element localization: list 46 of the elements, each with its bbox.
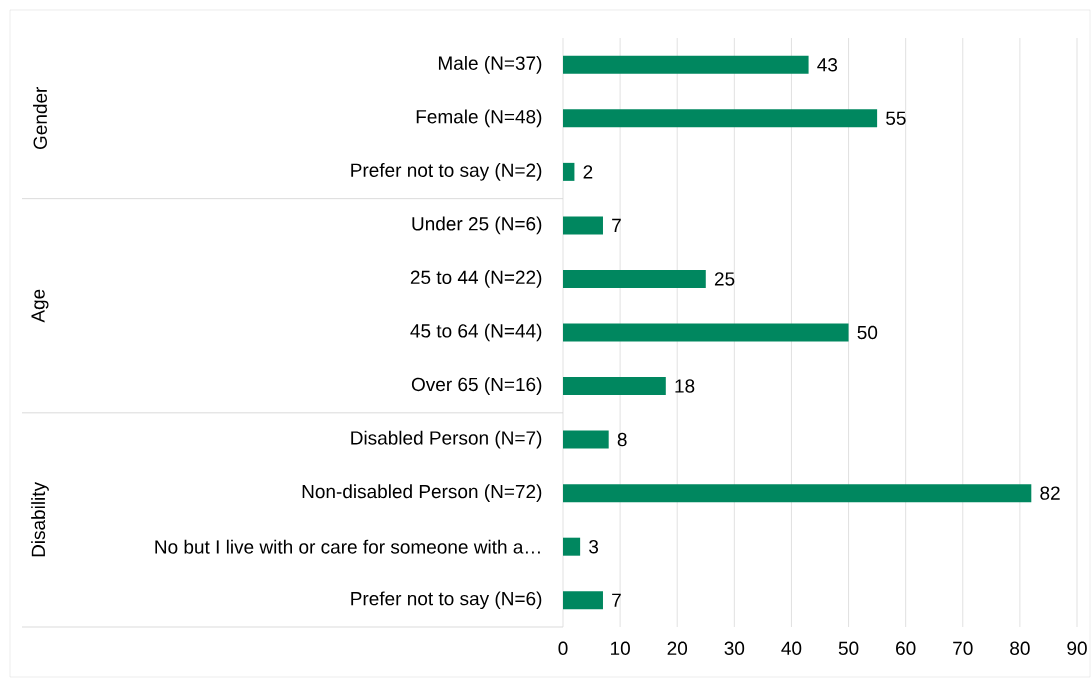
y-tick-label: Under 25 (N=6) [412,216,542,235]
bar [563,162,575,181]
bar [563,591,603,610]
data-label: 43 [817,58,838,72]
data-label: 3 [589,539,599,554]
data-label: 8 [617,432,627,447]
x-tick-label: 10 [611,641,630,655]
x-tick-label: 70 [953,641,973,655]
bar [563,484,1032,503]
data-label: 2 [583,165,593,179]
text: Disability [31,481,49,557]
bar [563,323,849,342]
y-tick-label: 25 to 44 (N=22) [410,270,542,288]
x-tick-label: 60 [896,641,916,655]
y-tick-label: Male (N=37) [438,55,542,74]
y-tick-label: Non-disabled Person (N=72) [302,484,542,502]
bar [563,269,706,288]
data-label: 7 [612,218,621,232]
y-tick-label: Prefer not to say (N=2) [351,163,542,181]
x-tick-label: 80 [1010,641,1030,655]
bar [563,430,609,449]
data-label: 7 [612,593,621,607]
y-tick-label: Prefer not to say (N=6) [351,591,542,610]
text: Gender [33,86,47,150]
bar [563,55,809,74]
bar [563,377,666,396]
x-tick-label: 30 [724,641,745,655]
data-label: 55 [886,111,906,125]
data-label: 82 [1040,486,1060,500]
bar [563,537,581,556]
x-tick-label: 0 [558,641,568,655]
text: Age [31,289,49,323]
data-label: 18 [675,379,695,393]
bar [563,109,878,128]
y-tick-label: Over 65 (N=16) [411,377,542,395]
y-tick-label: Disabled Person (N=7) [351,430,542,449]
x-tick-label: 20 [667,641,688,655]
y-tick-label: Female (N=48) [416,109,542,128]
data-label: 25 [714,272,735,286]
y-tick-label: No but I live with or care for someone with a… [155,539,540,554]
y-tick-label: 45 to 64 (N=44) [410,323,542,342]
x-tick-label: 50 [838,641,859,655]
bar [563,216,603,235]
data-label: 50 [857,325,878,340]
x-tick-label: 40 [781,641,802,655]
x-tick-label: 90 [1067,641,1087,655]
